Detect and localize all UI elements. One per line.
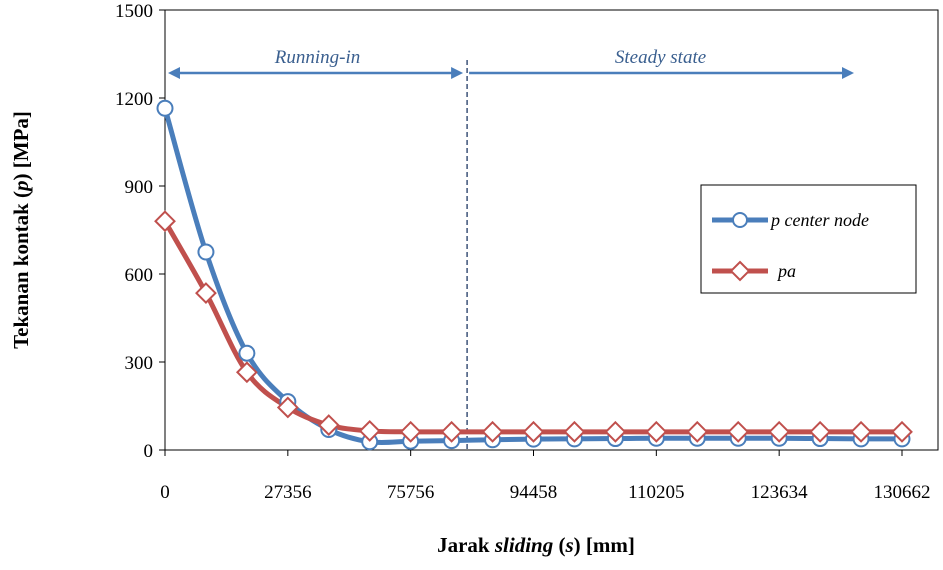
data-point-pa xyxy=(850,420,872,443)
data-point-pa xyxy=(604,420,627,443)
x-axis-title-part-3: ( xyxy=(553,533,565,557)
x-axis-title-part-2: sliding xyxy=(494,533,553,557)
data-point-pa xyxy=(195,282,217,304)
x-axis: 0 27356 75756 94458 110205 123634 130662 xyxy=(160,450,931,503)
data-point-pa xyxy=(686,420,709,443)
x-tick-label: 0 xyxy=(160,482,170,503)
data-point-pa xyxy=(276,396,299,419)
annotation-running-in: Running-in xyxy=(274,47,361,68)
legend-box xyxy=(700,184,917,294)
legend-marker-p-center-node xyxy=(732,212,748,228)
legend: p center node pa xyxy=(700,184,917,294)
x-axis-title: Jarak sliding (s) [mm] xyxy=(437,533,635,557)
series-layer xyxy=(154,99,913,451)
y-axis-title-part-2: p xyxy=(9,180,33,193)
x-axis-title-part-4: s xyxy=(564,533,573,557)
x-tick-label: 130662 xyxy=(874,482,931,503)
data-point-pa xyxy=(891,420,913,443)
annotations: Running-in Steady state xyxy=(168,47,854,450)
x-axis-title-part-1: Jarak xyxy=(437,533,495,557)
data-point-p-center-node xyxy=(197,243,215,261)
data-point-pa xyxy=(481,420,504,443)
data-point-pa xyxy=(563,420,586,443)
data-point-pa xyxy=(522,420,545,443)
running-in-arrowhead-right xyxy=(451,67,464,79)
legend-label-pa: pa xyxy=(776,261,796,281)
data-point-pa xyxy=(317,414,340,436)
x-tick-label: 123634 xyxy=(751,482,809,503)
data-point-p-center-node xyxy=(156,99,174,117)
data-point-pa xyxy=(154,210,176,233)
y-tick-label: 900 xyxy=(125,177,154,198)
y-tick-label: 1500 xyxy=(115,1,153,22)
annotation-steady-state: Steady state xyxy=(615,47,706,68)
x-axis-title-part-5: ) [mm] xyxy=(574,533,635,557)
x-tick-label: 110205 xyxy=(628,482,684,503)
y-axis: 0 300 600 900 1200 1500 xyxy=(115,1,165,462)
y-tick-label: 300 xyxy=(125,353,154,374)
y-tick-label: 1200 xyxy=(115,89,153,110)
x-tick-label: 75756 xyxy=(387,482,435,503)
running-in-arrowhead-left xyxy=(168,67,180,79)
steady-state-arrowhead-right xyxy=(842,67,854,79)
data-point-pa xyxy=(399,420,422,443)
y-axis-title: Tekanan kontak (p) [MPa] xyxy=(9,111,33,349)
legend-marker-pa xyxy=(729,260,751,282)
y-tick-label: 600 xyxy=(125,265,154,286)
x-tick-label: 94458 xyxy=(510,482,558,503)
y-tick-label: 0 xyxy=(144,441,154,462)
data-point-pa xyxy=(809,420,832,443)
y-axis-title-part-1: Tekanan kontak ( xyxy=(9,191,33,349)
data-point-pa xyxy=(727,420,750,443)
data-point-pa xyxy=(440,420,463,443)
data-point-p-center-node xyxy=(238,344,256,362)
data-point-pa xyxy=(358,420,381,442)
legend-label-p-center-node: p center node xyxy=(769,210,869,230)
x-tick-label: 27356 xyxy=(264,482,312,503)
data-point-pa xyxy=(235,361,258,384)
y-axis-title-part-3: ) [MPa] xyxy=(9,111,33,180)
data-point-pa xyxy=(768,420,791,443)
data-point-pa xyxy=(645,420,668,443)
